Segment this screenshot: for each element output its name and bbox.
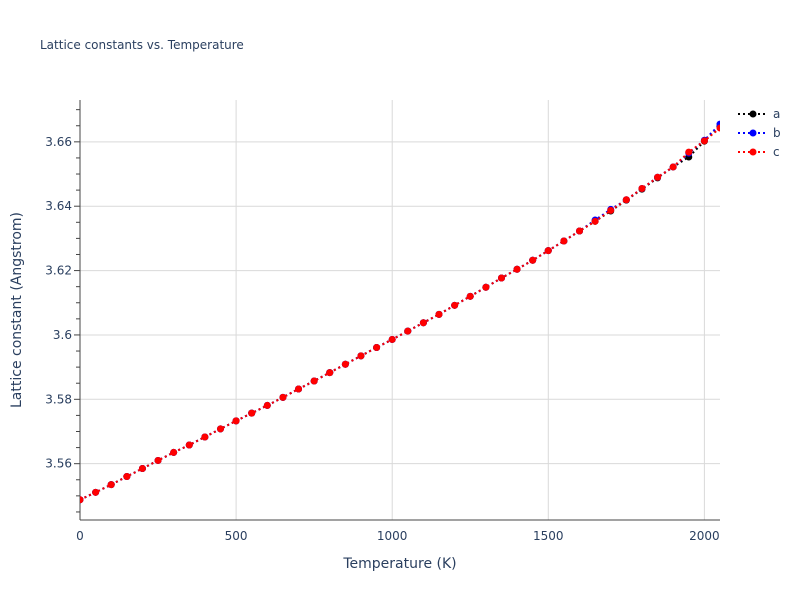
series-line-b (80, 123, 720, 501)
data-point-c (138, 465, 146, 473)
x-tick-label: 0 (76, 529, 84, 543)
series-a (80, 122, 720, 504)
x-ticks: 0 500 1000 1500 2000 (76, 529, 719, 543)
data-point-c (654, 173, 662, 181)
y-tick-label: 3.62 (45, 264, 72, 278)
data-point-c (685, 148, 693, 156)
series-line-a (80, 125, 720, 501)
data-point-c (716, 124, 720, 132)
data-point-c (388, 335, 396, 343)
y-tick-label: 3.64 (45, 199, 72, 213)
data-point-c (295, 385, 303, 393)
data-point-c (248, 409, 256, 417)
data-point-c (466, 292, 474, 300)
axes (79, 100, 720, 521)
data-point-c (326, 369, 334, 377)
x-tick-label: 2000 (689, 529, 720, 543)
legend[interactable]: abc (738, 107, 781, 159)
legend-label-a: a (773, 107, 780, 121)
legend-marker-b (749, 129, 757, 137)
data-point-c (419, 319, 427, 327)
data-point-c (482, 283, 490, 291)
legend-marker-c (749, 148, 757, 156)
data-point-c (123, 473, 131, 481)
data-point-c (373, 343, 381, 351)
data-point-c (154, 456, 162, 464)
x-axis-title: Temperature (K) (342, 556, 456, 572)
data-point-c (576, 227, 584, 235)
data-point-c (232, 417, 240, 425)
legend-item-c[interactable]: c (738, 145, 780, 159)
legend-label-c: c (773, 145, 780, 159)
y-tick-label: 3.6 (53, 328, 72, 342)
legend-marker-a (749, 110, 757, 118)
grid-lines (80, 100, 720, 520)
data-point-c (544, 247, 552, 255)
data-point-c (279, 393, 287, 401)
data-point-c (591, 217, 599, 225)
data-point-c (357, 352, 365, 360)
data-point-c (622, 196, 630, 204)
y-tick-label: 3.58 (45, 392, 72, 406)
data-point-c (560, 237, 568, 245)
legend-item-a[interactable]: a (738, 107, 780, 121)
data-point-c (638, 185, 646, 193)
series (80, 120, 720, 504)
series-c (80, 124, 720, 504)
data-point-c (700, 137, 708, 145)
data-point-c (404, 327, 412, 335)
y-axis-title: Lattice constant (Angstrom) (9, 212, 25, 408)
data-point-c (92, 488, 100, 496)
y-tick-label: 3.66 (45, 135, 72, 149)
data-point-c (170, 448, 178, 456)
data-point-c (263, 401, 271, 409)
data-point-c (216, 425, 224, 433)
data-point-c (529, 256, 537, 264)
series-line-c (80, 127, 720, 501)
chart-title: Lattice constants vs. Temperature (40, 38, 244, 52)
x-tick-label: 1500 (533, 529, 564, 543)
data-point-c (513, 265, 521, 273)
data-point-c (310, 377, 318, 385)
x-tick-label: 500 (225, 529, 248, 543)
data-point-c (341, 360, 349, 368)
data-point-c (201, 433, 209, 441)
data-point-c (185, 441, 193, 449)
data-point-c (607, 206, 615, 214)
data-point-c (80, 496, 84, 504)
data-point-c (497, 274, 505, 282)
x-tick-label: 1000 (377, 529, 408, 543)
series-b (80, 120, 720, 504)
data-point-c (669, 163, 677, 171)
y-tick-label: 3.56 (45, 457, 72, 471)
legend-label-b: b (773, 126, 781, 140)
legend-item-b[interactable]: b (738, 126, 781, 140)
y-ticks: 3.56 3.58 3.6 3.62 3.64 3.66 (45, 109, 80, 513)
data-point-c (107, 481, 115, 489)
data-point-c (435, 310, 443, 318)
data-point-c (451, 301, 459, 309)
